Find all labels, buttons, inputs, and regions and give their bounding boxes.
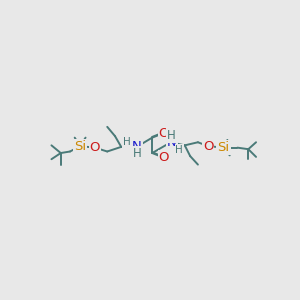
Text: H: H	[133, 147, 142, 160]
Text: H: H	[123, 137, 130, 147]
Text: N: N	[132, 140, 142, 153]
Text: Si: Si	[218, 141, 230, 154]
Text: O: O	[90, 141, 100, 154]
Text: N: N	[167, 136, 176, 149]
Text: O: O	[203, 140, 213, 153]
Text: Si: Si	[74, 140, 86, 153]
Text: O: O	[159, 151, 169, 164]
Text: H: H	[176, 145, 183, 155]
Text: H: H	[167, 129, 176, 142]
Text: O: O	[159, 127, 169, 140]
